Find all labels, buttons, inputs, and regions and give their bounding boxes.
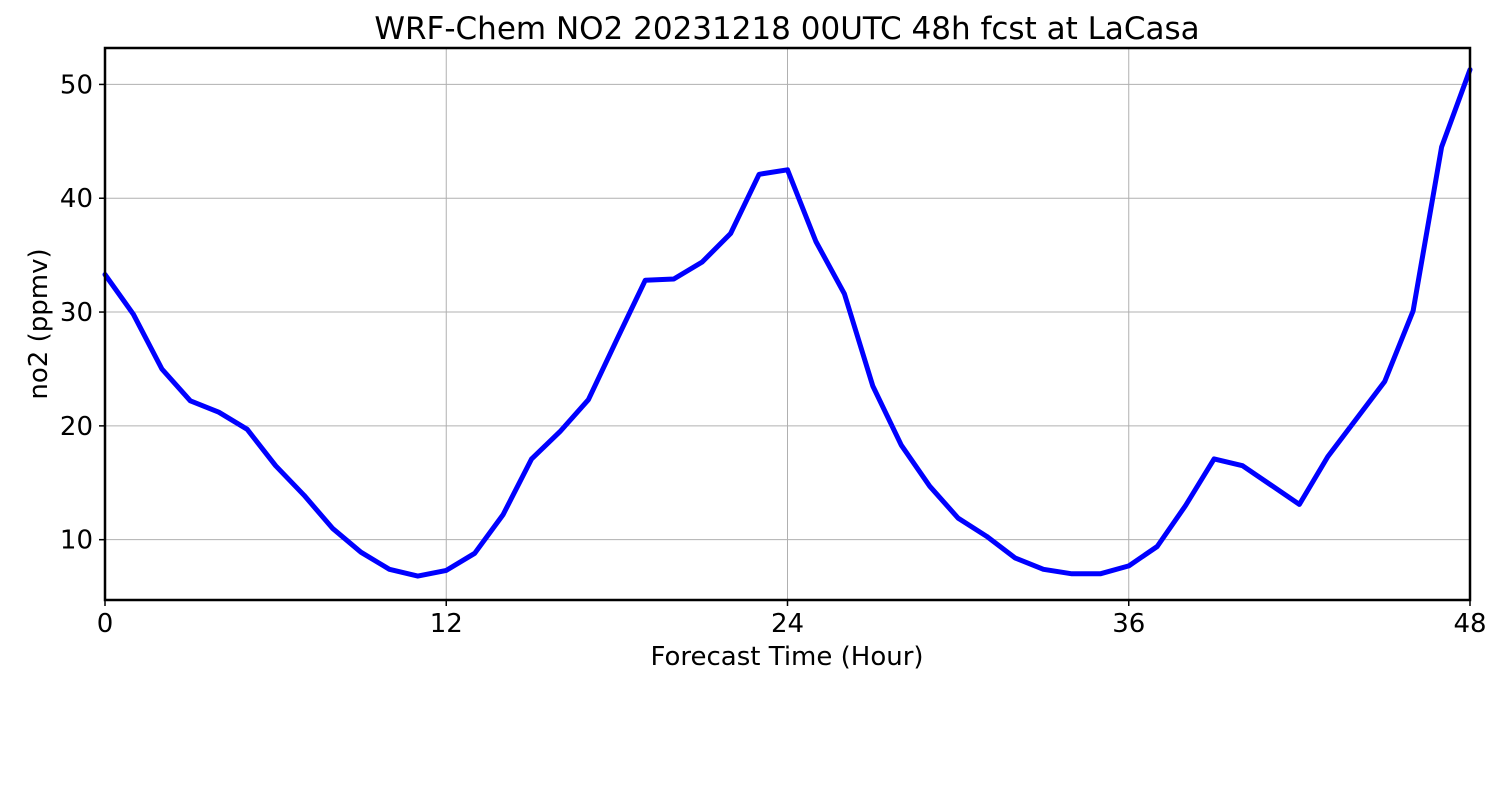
y-axis-label: no2 (ppmv) bbox=[24, 248, 54, 399]
no2-series-line bbox=[102, 67, 1473, 579]
y-tick-label: 20 bbox=[60, 412, 93, 442]
grid-layer bbox=[104, 48, 1471, 600]
x-tick-label: 24 bbox=[771, 609, 804, 639]
y-tick-label: 40 bbox=[60, 184, 93, 214]
chart-title: WRF-Chem NO2 20231218 00UTC 48h fcst at … bbox=[374, 11, 1199, 47]
x-tick-label: 48 bbox=[1453, 609, 1486, 639]
y-tick-label: 10 bbox=[60, 526, 93, 556]
x-tick-label: 12 bbox=[430, 609, 463, 639]
y-tick-label: 50 bbox=[60, 70, 93, 100]
x-axis-label: Forecast Time (Hour) bbox=[650, 642, 923, 672]
x-tick-label: 36 bbox=[1112, 609, 1145, 639]
y-tick-label: 30 bbox=[60, 298, 93, 328]
x-tick-label: 0 bbox=[97, 609, 114, 639]
tick-layer: 0 12 24 36 48 10 20 30 40 50 bbox=[60, 70, 1487, 639]
